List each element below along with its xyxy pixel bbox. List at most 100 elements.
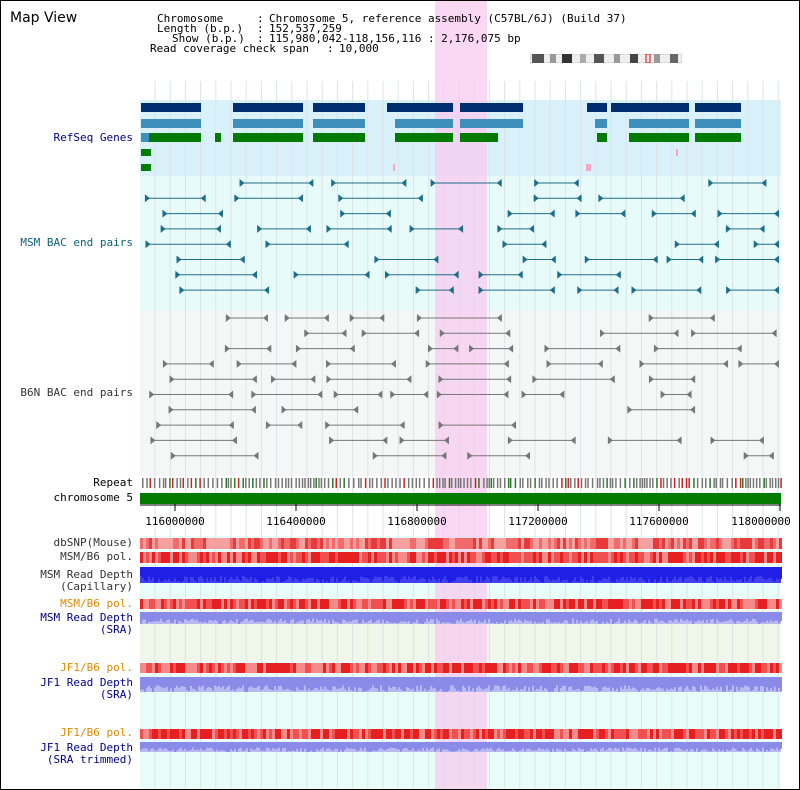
repeat-feature [169,478,171,488]
show-label: Show (b.p.) [172,32,245,45]
depth-bar [374,612,376,622]
depth-bar [434,567,436,580]
repeat-feature [777,478,780,488]
polymorphism-cell [437,729,440,739]
polymorphism-cell [470,599,473,609]
polymorphism-cell [581,599,584,609]
polymorphism-cell [569,538,572,549]
depth-bar [428,677,430,690]
depth-bar [590,742,592,749]
depth-bar [340,612,342,624]
depth-bar [170,612,172,623]
polymorphism-cell [278,552,281,563]
msm-bac-pair [448,286,454,295]
polymorphism-cell [314,538,317,549]
depth-bar [740,567,742,579]
depth-bar [724,742,726,752]
depth-bar [540,677,542,686]
depth-bar [690,612,692,621]
depth-bar [538,677,540,689]
polymorphism-cell [398,552,401,563]
depth-bar [540,567,542,582]
depth-bar [406,742,408,749]
depth-bar [356,567,358,582]
b6n-bac-pair [390,390,396,399]
polymorphism-cell [236,729,239,739]
depth-bar [272,612,274,623]
polymorphism-cell [563,538,566,549]
ideogram-band [654,54,660,63]
depth-bar [500,742,502,750]
msm-bac-pair [160,224,166,233]
depth-bar [290,567,292,578]
depth-bar [480,677,482,689]
depth-bar [564,567,566,580]
b6n-bac-pair [597,359,603,368]
refseq-gene [395,133,453,142]
depth-bar [172,677,174,692]
polymorphism-cell [761,552,764,563]
polymorphism-cell [644,599,647,609]
depth-bar [596,742,598,750]
polymorphism-cell [680,663,683,673]
depth-bar [378,612,380,620]
track-label-msm-bac: MSM BAC end pairs [20,236,133,249]
depth-bar [418,567,420,580]
polymorphism-cell [488,538,491,549]
depth-bar [618,612,620,619]
depth-bar [232,677,234,690]
msm-bac-pair [613,286,619,295]
depth-bar [572,742,574,749]
polymorphism-cell [695,538,698,549]
repeat-feature [225,478,228,488]
depth-bar [734,677,736,692]
depth-bar [506,612,508,624]
depth-bar [302,612,304,621]
polymorphism-cell [194,729,197,739]
depth-bar [512,677,514,690]
depth-bar [448,567,450,583]
polymorphism-cell [197,729,200,739]
depth-bar [192,742,194,748]
polymorphism-cell [650,538,653,549]
polymorphism-cell [653,663,656,673]
depth-bar [306,742,308,752]
repeat-feature [615,478,617,488]
repeat-feature [315,478,317,488]
polymorphism-cell [275,552,278,563]
polymorphism-cell [728,552,731,563]
depth-bar [688,742,690,752]
chromosome-ideogram[interactable] [530,54,682,63]
repeat-feature [399,478,401,488]
polymorphism-cell [551,538,554,549]
depth-bar [168,677,170,691]
polymorphism-cell [353,552,356,563]
depth-bar [732,567,734,581]
polymorphism-cell [146,599,149,609]
polymorphism-cell [230,599,233,609]
depth-bar [208,677,210,688]
depth-bar [538,742,540,748]
depth-bar [176,567,178,582]
depth-bar [220,677,222,688]
polymorphism-cell [230,729,233,739]
polymorphism-cell [344,538,347,549]
depth-bar [770,567,772,578]
polymorphism-cell [677,729,680,739]
depth-bar [166,677,168,688]
msm-bac-pair [651,209,657,218]
polymorphism-cell [578,729,581,739]
ideogram-band [532,54,544,63]
msm-bac-pair [175,270,181,279]
depth-bar [334,567,336,583]
polymorphism-cell [716,552,719,563]
depth-bar [328,677,330,690]
depth-bar [346,677,348,691]
polymorphism-cell [476,729,479,739]
polymorphism-cell [539,538,542,549]
refseq-gene [460,133,498,142]
polymorphism-cell [209,663,212,673]
depth-bar [460,612,462,619]
depth-bar [440,677,442,689]
